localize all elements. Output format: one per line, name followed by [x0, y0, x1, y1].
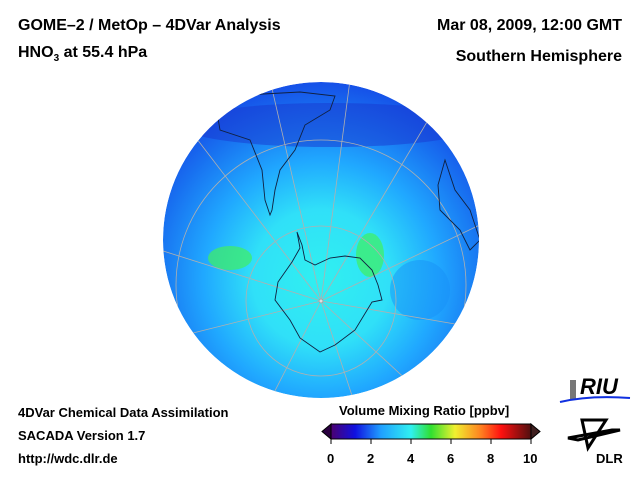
colorbar-gradient	[330, 423, 532, 440]
species-label: HNO3 at 55.4 hPa	[18, 44, 147, 64]
colorbar-min-extension	[321, 422, 332, 441]
colorbar-max-extension	[530, 422, 541, 441]
colorbar-tick-label: 0	[327, 451, 335, 466]
south-pole-marker	[318, 298, 324, 304]
colorbar-tick-label: 6	[447, 451, 455, 466]
species-sub: 3	[53, 53, 60, 65]
footer-url[interactable]: http://wdc.dlr.de	[18, 451, 118, 466]
colorbar	[321, 422, 541, 444]
coastlines	[217, 91, 479, 353]
colorbar-tick-label: 8	[487, 451, 495, 466]
riu-logo	[559, 380, 631, 403]
footer-line1: 4DVar Chemical Data Assimilation	[18, 405, 229, 420]
colorbar-tick-label: 2	[367, 451, 375, 466]
dlr-logo-text: DLR	[596, 451, 623, 466]
datetime-label: Mar 08, 2009, 12:00 GMT	[437, 17, 622, 34]
map-title: GOME–2 / MetOp – 4DVar Analysis	[18, 17, 281, 34]
riu-logo-text: RIU	[580, 374, 618, 399]
dlr-logo	[567, 418, 621, 452]
colorbar-title: Volume Mixing Ratio [ppbv]	[339, 403, 510, 418]
colorbar-ticks	[330, 439, 532, 444]
graticule	[163, 82, 479, 398]
species-level: at 55.4 hPa	[59, 44, 148, 61]
footer-line2: SACADA Version 1.7	[18, 428, 146, 443]
hno3-field	[163, 82, 479, 398]
species-main: HNO	[18, 44, 54, 61]
colorbar-tick-label: 10	[523, 451, 538, 466]
region-label: Southern Hemisphere	[455, 48, 622, 65]
colorbar-tick-label: 4	[407, 451, 415, 466]
